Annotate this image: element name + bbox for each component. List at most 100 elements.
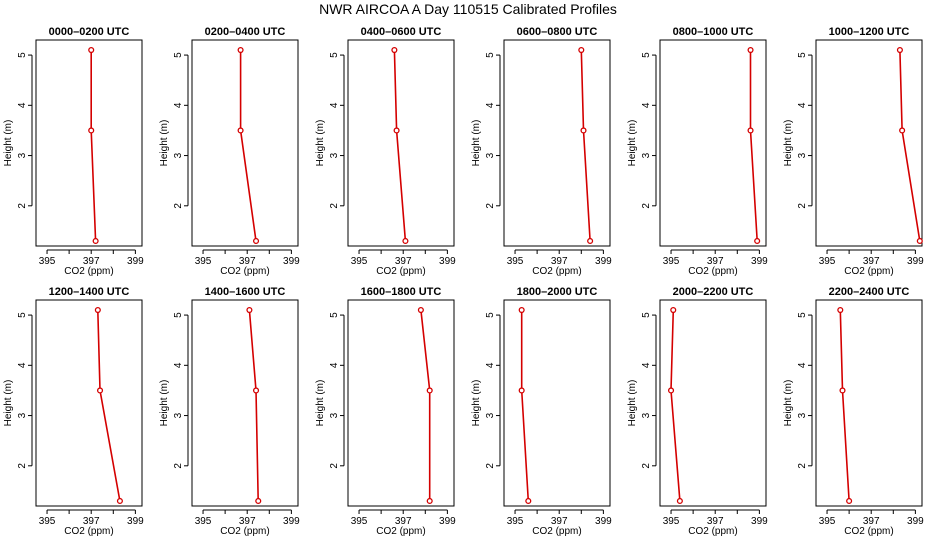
plot-frame <box>35 299 143 507</box>
y-tick-label: 4 <box>329 362 340 368</box>
y-axis-label: Height (m) <box>159 380 170 427</box>
y-tick-label: 5 <box>485 312 496 318</box>
data-point <box>237 46 244 54</box>
x-axis-label: CO2 (ppm) <box>844 266 893 277</box>
data-point <box>255 497 262 505</box>
x-axis-label: CO2 (ppm) <box>376 266 425 277</box>
y-tick-label: 3 <box>797 412 808 418</box>
y-tick-label: 3 <box>485 152 496 158</box>
data-point <box>88 46 95 54</box>
x-tick-label: 395 <box>195 516 212 527</box>
x-tick-label: 397 <box>395 516 412 527</box>
y-tick-label: 3 <box>641 412 652 418</box>
y-tick-label: 2 <box>17 463 28 469</box>
y-tick-label: 2 <box>173 203 184 209</box>
x-tick-label: 399 <box>439 516 456 527</box>
data-point <box>580 127 587 134</box>
y-tick-label: 4 <box>329 102 340 108</box>
x-tick-label: 395 <box>351 516 368 527</box>
x-tick-label: 395 <box>39 256 56 267</box>
plot-frame <box>815 299 923 507</box>
y-tick-label: 3 <box>329 412 340 418</box>
y-axis-label: Height (m) <box>315 120 326 167</box>
y-tick-label: 4 <box>797 362 808 368</box>
x-axis-label: CO2 (ppm) <box>532 266 581 277</box>
y-tick-label: 2 <box>485 463 496 469</box>
panel-2: 0200–0400 UTC 395 397 399 CO2 (ppm) 2 3 4 5 Heigh… <box>159 26 300 277</box>
data-point <box>839 387 846 394</box>
x-tick-label: 399 <box>283 516 300 527</box>
x-tick-label: 395 <box>819 256 836 267</box>
y-tick-label: 5 <box>797 312 808 318</box>
plot-frame <box>347 299 455 507</box>
x-tick-label: 397 <box>239 516 256 527</box>
y-tick-label: 4 <box>173 362 184 368</box>
y-tick-label: 5 <box>641 52 652 58</box>
y-tick-label: 3 <box>485 412 496 418</box>
y-tick-label: 5 <box>641 312 652 318</box>
data-point <box>116 497 123 505</box>
x-tick-label: 399 <box>439 256 456 267</box>
y-tick-label: 5 <box>329 312 340 318</box>
data-point <box>237 127 244 134</box>
x-tick-label: 399 <box>751 256 768 267</box>
panel-title: 0800–1000 UTC <box>673 26 754 38</box>
panel-title: 0000–0200 UTC <box>49 26 130 38</box>
x-tick-label: 395 <box>195 256 212 267</box>
panel-9: 1600–1800 UTC 395 397 399 CO2 (ppm) 2 3 4 5 Heigh… <box>315 286 456 537</box>
x-axis-label: CO2 (ppm) <box>64 266 113 277</box>
data-point <box>417 306 424 314</box>
y-tick-label: 3 <box>17 412 28 418</box>
data-point <box>518 306 525 314</box>
x-axis-label: CO2 (ppm) <box>220 266 269 277</box>
co2-profile-line <box>839 309 850 502</box>
y-tick-label: 2 <box>17 203 28 209</box>
y-axis-label: Height (m) <box>783 380 794 427</box>
x-tick-label: 397 <box>83 256 100 267</box>
data-point <box>88 127 95 134</box>
data-point <box>754 237 761 245</box>
x-tick-label: 397 <box>707 516 724 527</box>
y-tick-label: 3 <box>329 152 340 158</box>
x-tick-label: 397 <box>395 256 412 267</box>
panel-title: 1200–1400 UTC <box>49 286 130 298</box>
x-tick-label: 395 <box>663 516 680 527</box>
y-tick-label: 2 <box>797 203 808 209</box>
plot-frame <box>503 39 611 247</box>
co2-profile-line <box>580 49 591 242</box>
x-tick-label: 397 <box>551 256 568 267</box>
x-tick-label: 397 <box>239 256 256 267</box>
panel-7: 1200–1400 UTC 395 397 399 CO2 (ppm) 2 3 4 5 Heigh… <box>3 286 144 537</box>
co2-profile-line <box>749 50 758 242</box>
x-axis-label: CO2 (ppm) <box>376 526 425 537</box>
data-point <box>94 306 101 314</box>
y-tick-label: 4 <box>797 102 808 108</box>
y-tick-label: 4 <box>485 102 496 108</box>
x-tick-label: 397 <box>863 516 880 527</box>
y-axis-label: Height (m) <box>3 120 14 167</box>
plot-frame <box>347 39 455 247</box>
data-point <box>916 237 923 245</box>
panel-8: 1400–1600 UTC 395 397 399 CO2 (ppm) 2 3 4 5 Heigh… <box>159 286 300 537</box>
panel-title: 2200–2400 UTC <box>829 286 910 298</box>
panel-grid: 0000–0200 UTC 395 397 399 CO2 (ppm) 2 3 4 5 Heigh… <box>3 26 924 537</box>
x-tick-label: 399 <box>907 256 924 267</box>
y-axis-label: Height (m) <box>627 380 638 427</box>
y-tick-label: 2 <box>329 203 340 209</box>
co2-profile-line <box>393 49 407 242</box>
data-point <box>426 497 433 505</box>
co2-profile-line <box>90 50 97 242</box>
x-axis-label: CO2 (ppm) <box>220 526 269 537</box>
y-tick-label: 4 <box>17 102 28 108</box>
x-tick-label: 395 <box>507 256 524 267</box>
y-tick-label: 5 <box>17 312 28 318</box>
data-point <box>402 237 409 245</box>
y-axis-label: Height (m) <box>627 120 638 167</box>
x-tick-label: 399 <box>283 256 300 267</box>
y-tick-label: 4 <box>641 362 652 368</box>
x-axis-label: CO2 (ppm) <box>688 526 737 537</box>
y-tick-label: 2 <box>173 463 184 469</box>
data-point <box>525 497 532 505</box>
panel-title: 1400–1600 UTC <box>205 286 286 298</box>
y-tick-label: 5 <box>485 52 496 58</box>
